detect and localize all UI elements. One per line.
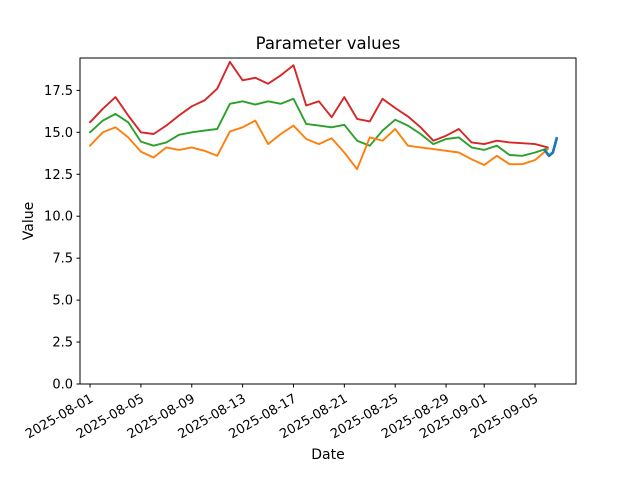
chart-title: Parameter values (255, 34, 401, 53)
y-axis-label: Value (21, 201, 37, 241)
y-tick-label: 7.5 (52, 252, 73, 267)
y-tick-label: 5.0 (52, 294, 73, 309)
series-orange-line (89, 119, 549, 171)
axes-frame (79, 57, 577, 385)
y-axis-ticks: 0.0 2.5 5.0 7.5 10.0 12.5 15.0 17.5 (44, 84, 80, 393)
y-tick-label: 15.0 (44, 126, 73, 141)
series-blue-line (543, 136, 559, 158)
y-tick-label: 17.5 (44, 84, 73, 99)
y-tick-label: 2.5 (52, 336, 73, 351)
y-tick-label: 12.5 (44, 168, 73, 183)
y-tick-label: 10.0 (44, 210, 73, 225)
plot-lines (89, 60, 559, 171)
x-axis-label: Date (311, 447, 345, 463)
series-red-line (89, 60, 549, 149)
x-axis-ticks: 2025-08-012025-08-052025-08-092025-08-13… (23, 384, 541, 442)
y-tick-label: 0.0 (52, 378, 73, 393)
series-green-line (89, 97, 549, 157)
